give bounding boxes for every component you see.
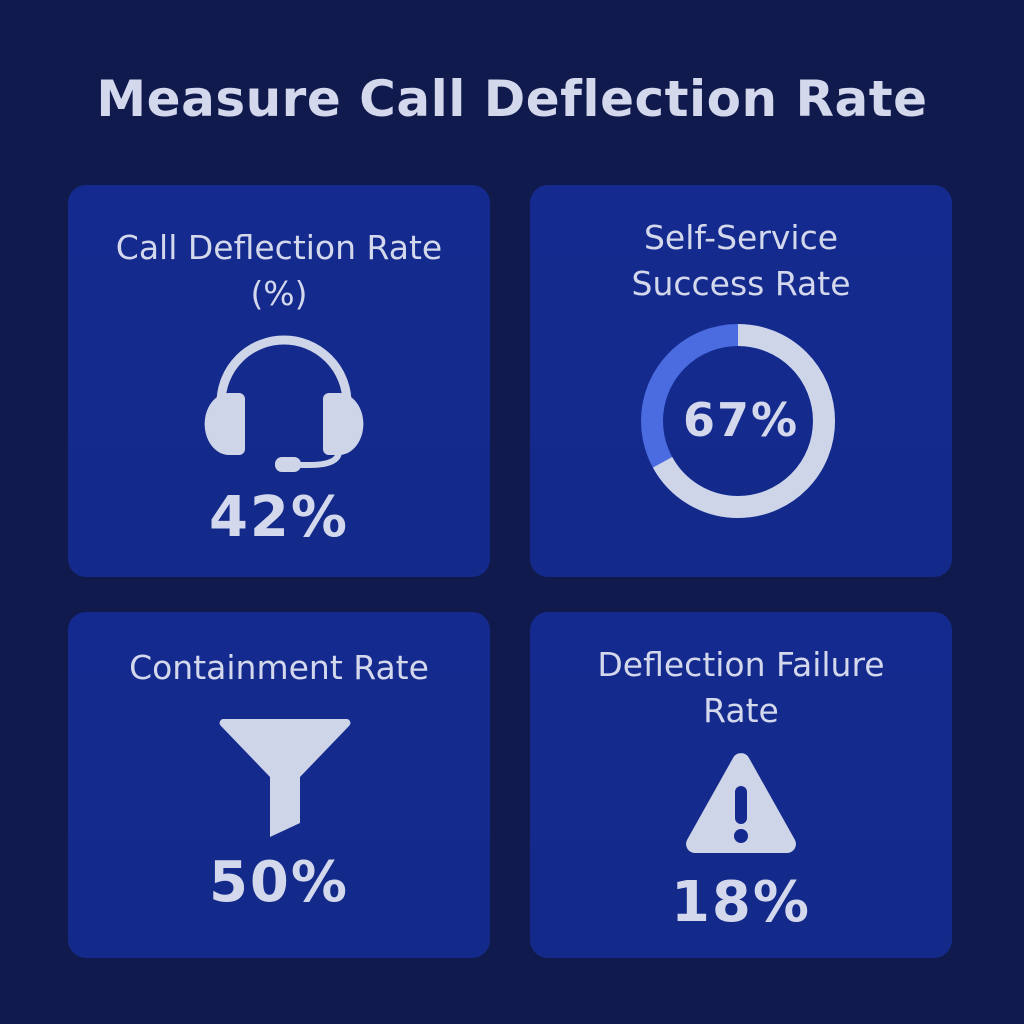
card-title-line: Success Rate [631, 264, 851, 303]
card-title-line: Self-Service [643, 218, 839, 257]
card-title: Call Deflection Rate (%) [68, 225, 490, 317]
card: Call Deflection Rate (%) 42% [68, 185, 490, 577]
card-value: 18% [670, 870, 812, 935]
page-title: Measure Call Deflection Rate [96, 70, 928, 128]
funnel-icon [219, 718, 351, 837]
card-title-line: Call Deflection Rate [115, 228, 443, 267]
card-value: 50% [208, 850, 350, 915]
card-title-line: Containment Rate [129, 648, 429, 687]
donut-arc [641, 324, 835, 518]
donut-chart [641, 324, 835, 518]
card-value: 42% [208, 485, 350, 550]
card: Deflection Failure Rate 18% [530, 612, 952, 958]
card-title: Containment Rate [68, 645, 490, 691]
warning-icon [686, 753, 796, 853]
card: Containment Rate 50% [68, 612, 490, 958]
card-title-line: (%) [250, 274, 308, 313]
card-title-line: Rate [703, 691, 779, 730]
headset-icon [204, 335, 364, 472]
card-value: 67% [682, 393, 800, 447]
card-title: Deflection Failure Rate [530, 642, 952, 734]
card-title: Self-Service Success Rate [530, 215, 952, 307]
card-title-line: Deflection Failure [597, 645, 885, 684]
card: Self-Service Success Rate 67% [530, 185, 952, 577]
